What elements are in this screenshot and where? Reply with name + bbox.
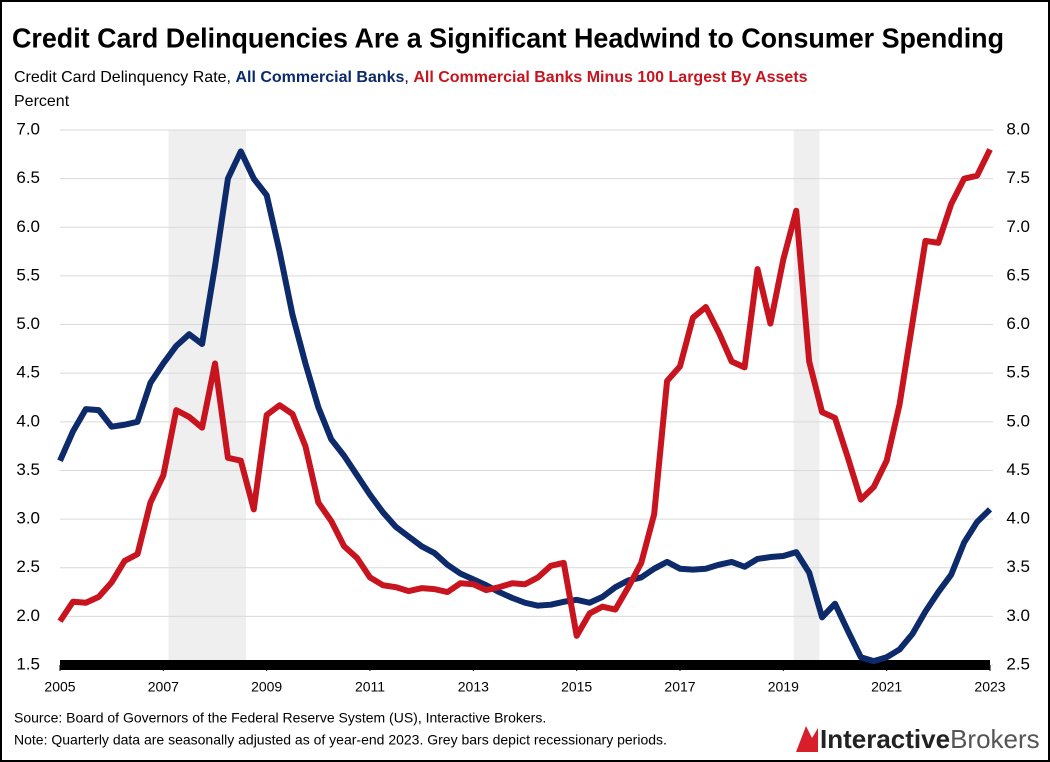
y-tick-label: 2.0 — [16, 606, 40, 625]
y2-tick-label: 7.5 — [1006, 168, 1030, 187]
y-tick-label: 1.5 — [16, 654, 40, 673]
y-tick-label: 4.5 — [16, 363, 40, 382]
y-tick-label: 5.0 — [16, 314, 40, 333]
y-tick-label: 3.5 — [16, 460, 40, 479]
chart-title: Credit Card Delinquencies Are a Signific… — [12, 22, 1004, 53]
y-tick-label: 7.0 — [16, 119, 40, 138]
plot: 1.5 2.0 2.5 3.0 3.5 4.0 4.5 5.0 5.5 6.0 6.5 7.0 2.5 3… — [16, 119, 1030, 694]
x-tick-label: 2005 — [44, 679, 75, 695]
y2-tick-label: 4.0 — [1006, 509, 1030, 528]
x-tick-label: 2013 — [458, 679, 489, 695]
y2-tick-label: 4.5 — [1006, 460, 1030, 479]
y-tick-label: 5.5 — [16, 265, 40, 284]
y-tick-label: 6.0 — [16, 217, 40, 236]
y2-tick-label: 5.5 — [1006, 363, 1030, 382]
y-tick-label: 2.5 — [16, 557, 40, 576]
x-tick-label: 2019 — [768, 679, 799, 695]
y2-tick-label: 8.0 — [1006, 119, 1030, 138]
y2-tick-label: 7.0 — [1006, 217, 1030, 236]
logo-part: Interactive — [820, 724, 950, 754]
y-tick-label: 4.0 — [16, 411, 40, 430]
y2-tick-label: 3.0 — [1006, 606, 1030, 625]
logo-icon — [796, 726, 818, 752]
y2-tick-label: 2.5 — [1006, 654, 1030, 673]
logo-text: InteractiveBrokers — [820, 724, 1040, 754]
y2-tick-label: 5.0 — [1006, 411, 1030, 430]
x-tick-label: 2011 — [355, 679, 385, 695]
y2-tick-label: 3.5 — [1006, 557, 1030, 576]
y2-tick-label: 6.0 — [1006, 314, 1030, 333]
data-line — [57, 148, 993, 665]
source: Source: Board of Governors of the Federa… — [14, 710, 546, 726]
subtitle-separator: , — [404, 69, 408, 86]
subtitle-text: Credit Card Delinquency Rate, — [14, 69, 231, 86]
legend-entry: All Commercial Banks Minus 100 Largest B… — [413, 69, 807, 86]
y-tick-label: 3.0 — [16, 509, 40, 528]
legend-entry: All Commercial Banks — [235, 69, 404, 86]
x-tick-label: 2009 — [251, 679, 282, 695]
x-tick-label: 2023 — [974, 679, 1005, 695]
data-line — [57, 148, 993, 639]
x-tick-label: 2007 — [148, 679, 179, 695]
y-tick-label: 6.5 — [16, 168, 40, 187]
y2-tick-label: 6.5 — [1006, 265, 1030, 284]
y-axis-label: Percent — [14, 93, 70, 110]
chart-subtitle: Credit Card Delinquency Rate, All Commer… — [14, 69, 808, 86]
logo: InteractiveBrokers — [796, 724, 1040, 754]
logo-part: Brokers — [950, 724, 1040, 754]
x-tick-label: 2017 — [664, 679, 695, 695]
x-tick-label: 2015 — [561, 679, 592, 695]
x-tick-label: 2021 — [871, 679, 902, 695]
note: Note: Quarterly data are seasonally adju… — [14, 732, 667, 748]
